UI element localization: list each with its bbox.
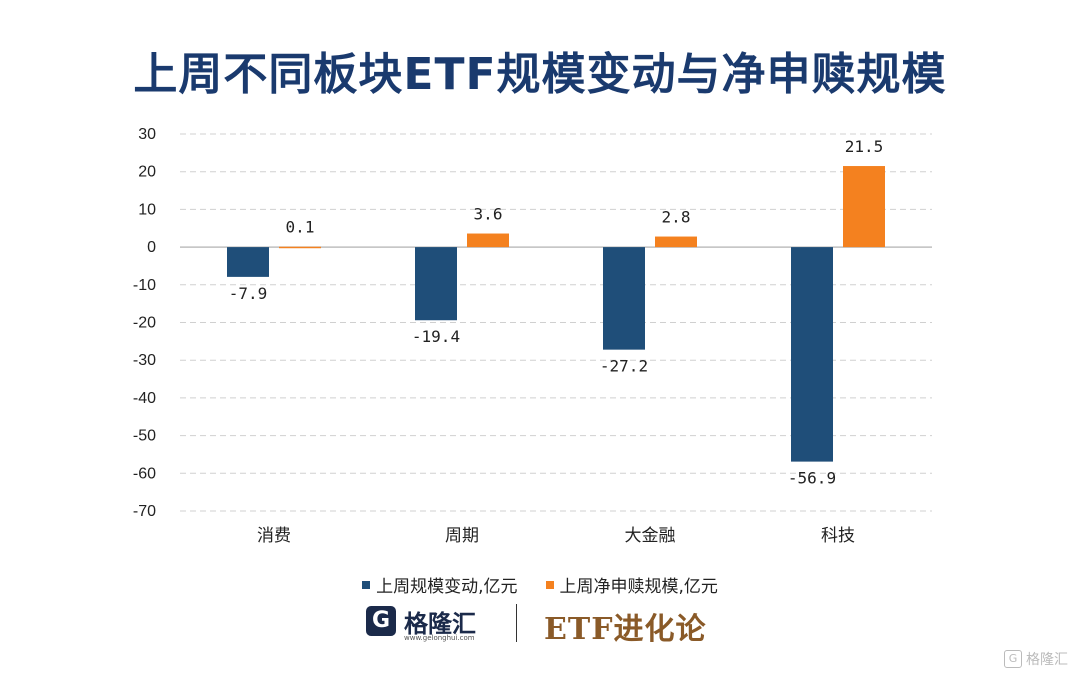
logo-url: www.gelonghui.com	[404, 634, 475, 642]
legend-label-scale-change: 上周规模变动,亿元	[376, 577, 518, 597]
bar-scale-change	[603, 247, 645, 350]
bar-scale-change	[415, 247, 457, 321]
data-label: 21.5	[845, 137, 884, 156]
watermark: G 格隆汇	[1004, 649, 1068, 669]
x-category-label: 科技	[821, 526, 855, 546]
bar-scale-change	[791, 247, 833, 462]
data-label: 2.8	[662, 208, 691, 227]
gelonghui-logo-icon: G	[366, 606, 396, 636]
data-label: -7.9	[229, 284, 268, 303]
bar-chart: 30 20 10 0 -10 -20 -30 -40 -50 -60 -70 -7.9 0.1 消费 -19…	[133, 126, 932, 546]
y-tick-label: 30	[138, 126, 156, 143]
legend-item-net-flow: 上周净申赎规模,亿元	[545, 572, 718, 597]
y-tick-label: -10	[133, 277, 156, 294]
legend: 上周规模变动,亿元 上周净申赎规模,亿元	[0, 572, 1080, 597]
x-category-label: 消费	[257, 526, 291, 546]
y-tick-label: 0	[147, 239, 156, 256]
legend-swatch-net-flow	[545, 580, 554, 589]
y-tick-label: -40	[133, 390, 156, 407]
data-label: 0.1	[286, 218, 315, 237]
data-label: -56.9	[788, 469, 836, 488]
chart-title: 上周不同板块ETF规模变动与净申赎规模	[133, 49, 947, 100]
x-category-label: 大金融	[625, 526, 676, 546]
logo-name: 格隆汇	[404, 610, 476, 638]
y-tick-label: -50	[133, 428, 156, 445]
bar-net-flow	[467, 233, 509, 248]
data-label: -19.4	[412, 327, 460, 346]
watermark-logo-icon: G	[1004, 650, 1022, 668]
brand-name: ETF进化论	[544, 612, 707, 647]
legend-label-net-flow: 上周净申赎规模,亿元	[559, 577, 718, 597]
watermark-text: 格隆汇	[1026, 652, 1068, 668]
footer-divider	[516, 604, 517, 642]
y-tick-label: 20	[138, 164, 156, 181]
y-tick-label: -70	[133, 503, 156, 520]
y-tick-label: -20	[133, 315, 156, 332]
bar-net-flow	[279, 246, 321, 249]
y-tick-label: -60	[133, 465, 156, 482]
x-category-label: 周期	[445, 526, 479, 546]
bar-net-flow	[843, 166, 885, 248]
footer: G 格隆汇 www.gelonghui.com ETF进化论	[0, 598, 1080, 648]
data-label: -27.2	[600, 357, 648, 376]
legend-swatch-scale-change	[362, 580, 371, 589]
bar-net-flow	[655, 236, 697, 248]
bar-scale-change	[227, 247, 269, 277]
y-tick-label: -30	[133, 352, 156, 369]
data-label: 3.6	[474, 205, 503, 224]
y-tick-label: 10	[138, 201, 156, 218]
legend-item-scale-change: 上周规模变动,亿元	[362, 572, 518, 597]
